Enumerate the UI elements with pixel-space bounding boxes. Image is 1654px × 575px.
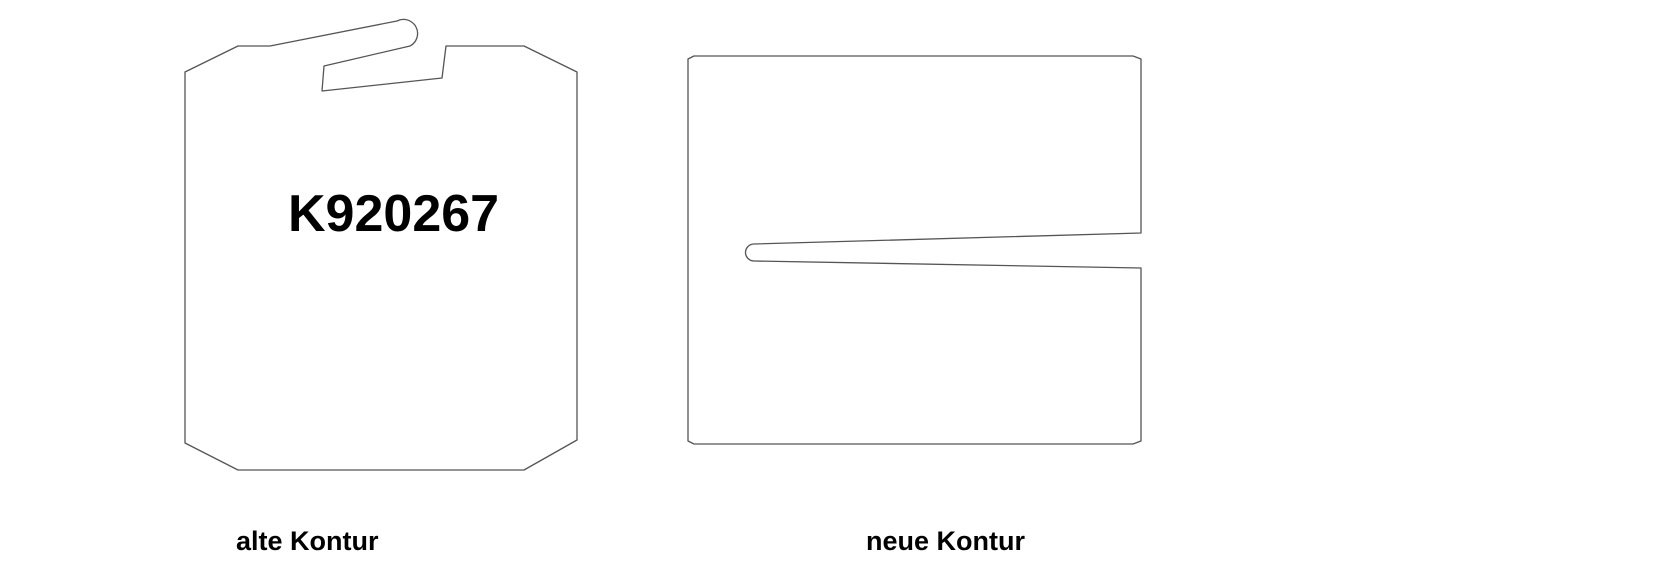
old-contour-outline [184, 18, 578, 471]
old-contour-caption: alte Kontur [236, 526, 379, 556]
new-contour-outline [687, 55, 1142, 445]
part-number-label: K920267 [288, 185, 500, 243]
new-contour-caption: neue Kontur [866, 526, 1025, 556]
